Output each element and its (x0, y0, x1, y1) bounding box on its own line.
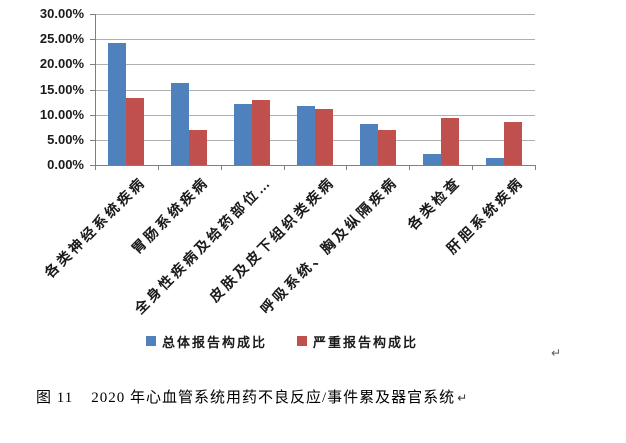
y-tick (90, 64, 95, 66)
x-tick (346, 165, 348, 170)
y-axis-label: 15.00% (39, 81, 84, 97)
bar (359, 124, 378, 165)
y-axis-label: 10.00% (39, 106, 84, 122)
y-tick (90, 14, 95, 15)
y-tick (90, 39, 95, 41)
bar (440, 118, 459, 165)
bar (377, 130, 396, 165)
y-axis-label: 0.00% (47, 157, 84, 172)
bar (297, 106, 315, 165)
chart-legend: 总体报告构成比 严重报告构成比 (146, 332, 418, 351)
paragraph-mark-after-caption: ↵ (457, 391, 468, 405)
bar (252, 100, 271, 165)
bar (315, 109, 333, 165)
y-tick (90, 89, 95, 91)
gridline (95, 14, 535, 15)
caption-figure-label: 图 11 (36, 390, 74, 406)
legend-item: 严重报告构成比 (297, 332, 418, 351)
gridline (95, 39, 535, 41)
y-axis-label: 20.00% (39, 56, 84, 72)
y-tick (90, 114, 95, 116)
x-tick (283, 165, 285, 170)
y-axis-label: 30.00% (39, 6, 84, 21)
y-axis-label: 25.00% (39, 31, 84, 47)
bar-chart: 0.00% 5.00% 10.00% 15.00% 20.00% 25.00% 30.00%… (39, 6, 536, 351)
paragraph-mark-after-chart: ↵ (551, 346, 562, 360)
x-tick (409, 165, 411, 170)
legend-swatch (146, 336, 156, 346)
category-label-text: 各类检查 (404, 173, 464, 233)
x-tick (535, 165, 536, 170)
bar (422, 153, 441, 165)
y-tick (90, 165, 95, 166)
gridline (95, 89, 535, 91)
bar (171, 83, 190, 165)
bar (503, 121, 522, 165)
bar (485, 157, 504, 165)
x-tick (95, 165, 96, 170)
x-tick (472, 165, 474, 170)
bar (108, 42, 127, 165)
x-tick (157, 165, 159, 170)
x-axis-line (95, 165, 535, 166)
x-tick (220, 165, 222, 170)
legend-swatch (297, 336, 308, 346)
bar (126, 98, 145, 165)
figure-caption: 图 11 2020 年心血管系统用药不良反应/事件累及器官系统 ↵ (36, 386, 467, 407)
caption-text: 2020 年心血管系统用药不良反应/事件累及器官系统 (91, 390, 456, 406)
category-label-text: 各类神经系统疾病 (41, 173, 150, 281)
legend-item: 总体报告构成比 (146, 332, 267, 351)
y-tick (90, 139, 95, 141)
bar (234, 104, 253, 165)
legend-label: 总体报告构成比 (162, 334, 268, 350)
bar (189, 129, 208, 165)
y-axis-line (95, 14, 96, 166)
legend-label: 严重报告构成比 (313, 334, 419, 350)
y-axis-label: 5.00% (47, 131, 84, 147)
gridline (95, 64, 535, 66)
